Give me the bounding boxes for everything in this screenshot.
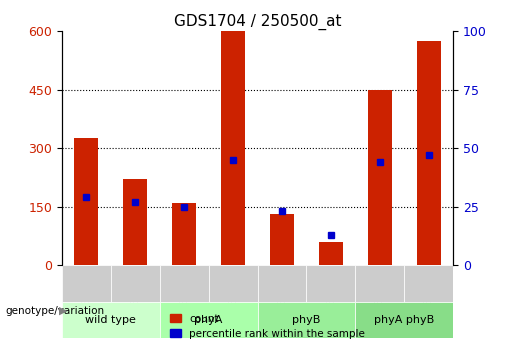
Legend: count, percentile rank within the sample: count, percentile rank within the sample: [166, 310, 369, 343]
FancyBboxPatch shape: [258, 265, 306, 302]
Text: ▶: ▶: [59, 306, 68, 315]
Bar: [270, 214, 294, 265]
Text: genotype/variation: genotype/variation: [5, 306, 104, 315]
Text: wild type: wild type: [85, 315, 136, 325]
Bar: [123, 179, 147, 265]
Title: GDS1704 / 250500_at: GDS1704 / 250500_at: [174, 13, 341, 30]
Bar: [74, 138, 98, 265]
FancyBboxPatch shape: [258, 302, 355, 338]
Bar: [368, 90, 392, 265]
FancyBboxPatch shape: [306, 265, 355, 302]
Bar: [417, 41, 441, 265]
FancyBboxPatch shape: [62, 302, 160, 338]
Bar: [221, 31, 245, 265]
Text: phyB: phyB: [292, 315, 321, 325]
FancyBboxPatch shape: [62, 265, 111, 302]
Bar: [172, 203, 196, 265]
FancyBboxPatch shape: [355, 302, 453, 338]
Text: phyA: phyA: [194, 315, 223, 325]
Bar: [319, 241, 343, 265]
FancyBboxPatch shape: [404, 265, 453, 302]
FancyBboxPatch shape: [111, 265, 160, 302]
FancyBboxPatch shape: [355, 265, 404, 302]
Text: phyA phyB: phyA phyB: [374, 315, 434, 325]
FancyBboxPatch shape: [160, 302, 258, 338]
FancyBboxPatch shape: [209, 265, 258, 302]
FancyBboxPatch shape: [160, 265, 209, 302]
